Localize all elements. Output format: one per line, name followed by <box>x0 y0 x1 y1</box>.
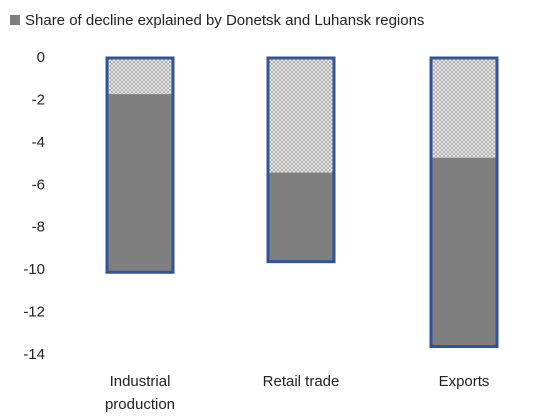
bar-segment <box>268 172 334 262</box>
x-tick-label: Retail trade <box>262 373 340 390</box>
y-tick-label: -14 <box>23 346 45 363</box>
y-tick-label: -12 <box>23 304 45 321</box>
y-tick-label: -6 <box>32 176 45 193</box>
bar-segment <box>107 94 173 273</box>
bar-outline <box>429 56 499 349</box>
legend-label: Share of decline explained by Donetsk an… <box>25 12 424 29</box>
bar-outline <box>105 56 175 274</box>
y-tick-label: 0 <box>37 49 45 66</box>
y-tick-label: -4 <box>32 134 45 151</box>
y-tick-label: -10 <box>23 261 45 278</box>
legend-swatch <box>10 15 20 25</box>
bar-segment <box>431 157 497 347</box>
bar-outline <box>266 56 336 264</box>
y-tick-label: -8 <box>32 219 45 236</box>
x-tick-label: Industrial production <box>104 373 176 413</box>
y-tick-label: -2 <box>32 91 45 108</box>
bar-segment <box>107 58 173 95</box>
x-tick-label: Exports <box>438 373 490 390</box>
bar-segment <box>268 58 334 173</box>
bar-segment <box>431 58 497 158</box>
